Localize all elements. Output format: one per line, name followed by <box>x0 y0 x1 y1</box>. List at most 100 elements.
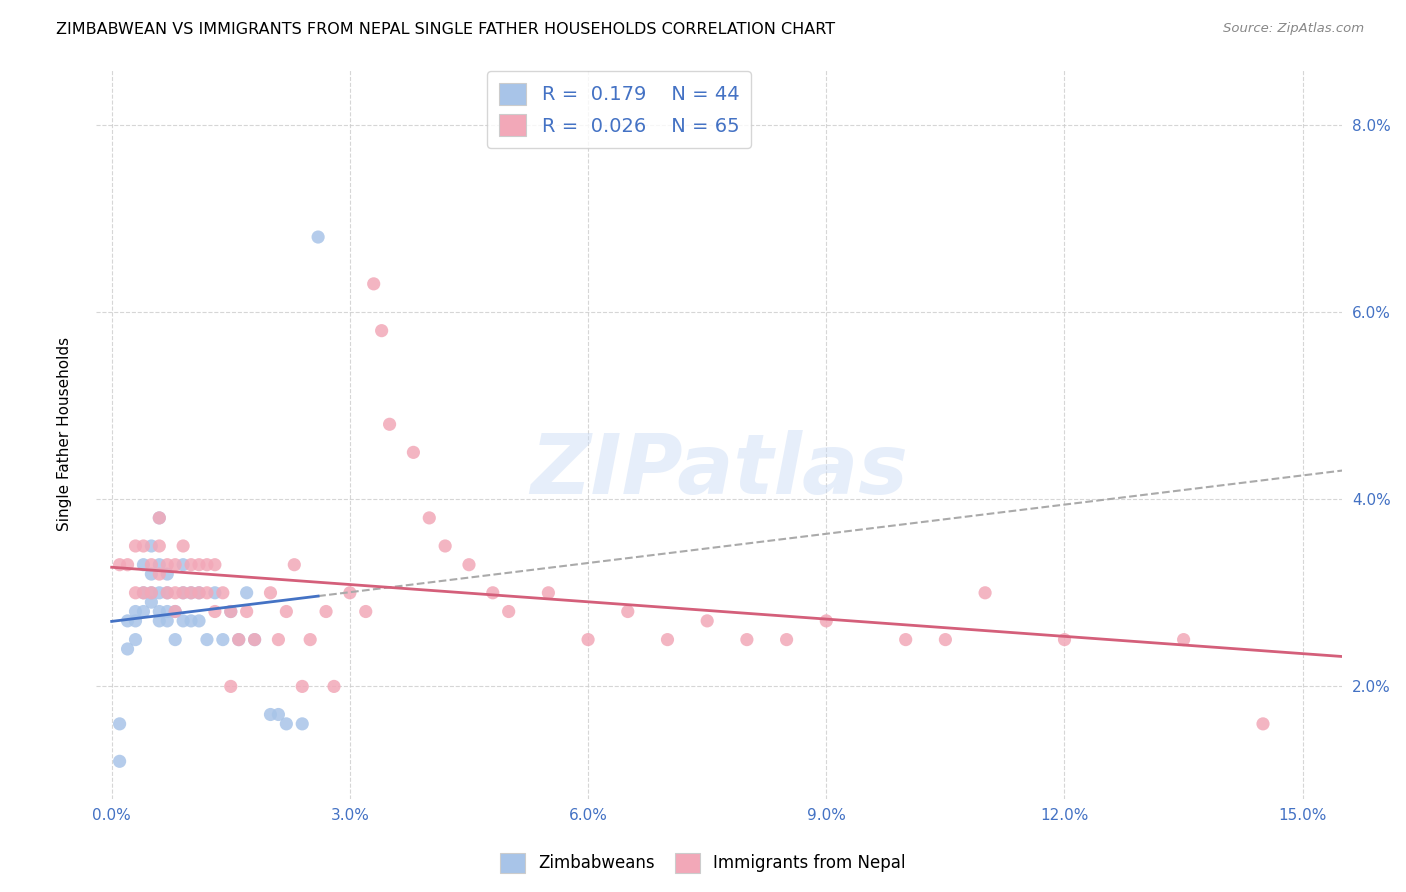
Point <box>124 632 146 647</box>
Point <box>117 614 139 628</box>
Point <box>204 558 226 572</box>
Point <box>617 605 640 619</box>
Point <box>172 539 194 553</box>
Point <box>418 511 440 525</box>
Point <box>172 586 194 600</box>
Point <box>378 417 401 432</box>
Point <box>307 230 329 244</box>
Point <box>291 717 314 731</box>
Point <box>172 614 194 628</box>
Point <box>108 754 131 768</box>
Point <box>657 632 679 647</box>
Text: ZIMBABWEAN VS IMMIGRANTS FROM NEPAL SINGLE FATHER HOUSEHOLDS CORRELATION CHART: ZIMBABWEAN VS IMMIGRANTS FROM NEPAL SING… <box>56 22 835 37</box>
Point <box>141 567 163 582</box>
Point <box>165 586 187 600</box>
Point <box>735 632 758 647</box>
Point <box>132 539 155 553</box>
Point <box>228 632 250 647</box>
Point <box>180 558 202 572</box>
Point <box>235 605 257 619</box>
Point <box>211 586 233 600</box>
Point <box>188 558 211 572</box>
Point <box>132 558 155 572</box>
Point <box>165 632 187 647</box>
Point <box>370 324 392 338</box>
Point <box>315 605 337 619</box>
Point <box>434 539 457 553</box>
Point <box>235 586 257 600</box>
Point <box>291 680 314 694</box>
Point <box>815 614 838 628</box>
Point <box>148 586 170 600</box>
Point <box>165 605 187 619</box>
Y-axis label: Single Father Households: Single Father Households <box>58 336 72 531</box>
Point <box>243 632 266 647</box>
Point <box>195 586 218 600</box>
Point <box>172 558 194 572</box>
Point <box>219 605 242 619</box>
Legend: R =  0.179    N = 44, R =  0.026    N = 65: R = 0.179 N = 44, R = 0.026 N = 65 <box>488 71 751 148</box>
Point <box>132 605 155 619</box>
Point <box>108 558 131 572</box>
Point <box>204 605 226 619</box>
Point <box>188 586 211 600</box>
Point <box>117 558 139 572</box>
Point <box>132 586 155 600</box>
Point <box>180 586 202 600</box>
Point <box>148 567 170 582</box>
Point <box>267 707 290 722</box>
Point <box>219 680 242 694</box>
Point <box>156 605 179 619</box>
Point <box>576 632 599 647</box>
Text: ZIPatlas: ZIPatlas <box>530 430 908 510</box>
Point <box>299 632 322 647</box>
Point <box>156 586 179 600</box>
Point <box>156 567 179 582</box>
Point <box>458 558 481 572</box>
Point <box>259 586 281 600</box>
Point <box>148 511 170 525</box>
Point <box>283 558 305 572</box>
Point <box>180 586 202 600</box>
Point <box>141 595 163 609</box>
Point <box>141 586 163 600</box>
Point <box>156 558 179 572</box>
Point <box>974 586 997 600</box>
Point <box>148 558 170 572</box>
Point <box>498 605 520 619</box>
Point <box>195 558 218 572</box>
Point <box>402 445 425 459</box>
Point <box>148 605 170 619</box>
Point <box>156 614 179 628</box>
Point <box>537 586 560 600</box>
Point <box>354 605 377 619</box>
Point <box>276 605 298 619</box>
Point <box>259 707 281 722</box>
Point <box>148 614 170 628</box>
Point <box>1053 632 1076 647</box>
Point <box>148 539 170 553</box>
Point <box>1173 632 1195 647</box>
Point <box>117 642 139 657</box>
Point <box>108 717 131 731</box>
Point <box>172 586 194 600</box>
Point <box>124 539 146 553</box>
Point <box>188 614 211 628</box>
Point <box>165 558 187 572</box>
Point <box>481 586 503 600</box>
Point <box>219 605 242 619</box>
Point <box>195 632 218 647</box>
Point <box>276 717 298 731</box>
Point <box>124 586 146 600</box>
Point <box>775 632 797 647</box>
Point <box>132 586 155 600</box>
Text: Source: ZipAtlas.com: Source: ZipAtlas.com <box>1223 22 1364 36</box>
Point <box>124 614 146 628</box>
Legend: Zimbabweans, Immigrants from Nepal: Zimbabweans, Immigrants from Nepal <box>494 847 912 880</box>
Point <box>243 632 266 647</box>
Point <box>148 511 170 525</box>
Point <box>180 614 202 628</box>
Point <box>156 586 179 600</box>
Point <box>141 586 163 600</box>
Point <box>228 632 250 647</box>
